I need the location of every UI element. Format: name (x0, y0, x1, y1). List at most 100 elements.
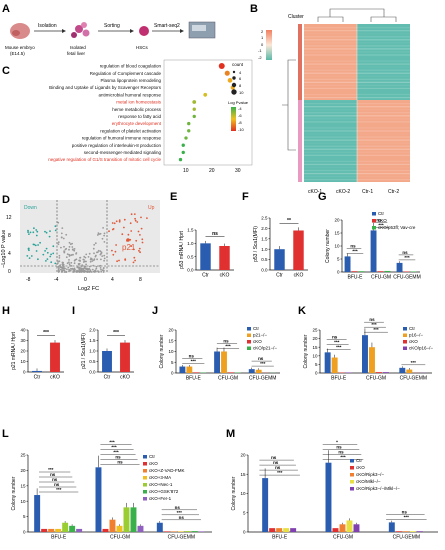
bar (384, 270, 391, 272)
sig-label: ** (287, 218, 291, 224)
volcano-point (73, 249, 76, 252)
scale-tick: -2 (258, 55, 262, 60)
volcano-point (101, 269, 104, 272)
volcano-point-up (116, 260, 118, 263)
panel-a: A Isolation Sorting Smart-seq2 Mouse emb… (2, 3, 216, 56)
volcano-point-down (54, 229, 57, 232)
volcano-up-label: Up (148, 205, 155, 211)
volcano-point (72, 269, 75, 271)
volcano-point-down (34, 244, 37, 247)
volcano-point (57, 271, 60, 273)
volcano-point (81, 264, 84, 267)
legend-swatch (403, 327, 407, 331)
y-tick-label: 0 (171, 371, 174, 376)
legend-label: cKO/p16−/− (409, 346, 433, 351)
go-term-label: regulation of blood coagulation (100, 64, 162, 69)
volcano-point (75, 252, 77, 255)
panel-a-letter: A (2, 3, 10, 15)
bar (186, 366, 193, 373)
sig-label: *** (411, 360, 417, 365)
bar (32, 370, 42, 372)
legend-label: cKO/Mlkl−/− (356, 479, 381, 484)
x-tick: 8 (139, 277, 142, 283)
volcano-point-down (35, 229, 38, 231)
volcano-point (78, 269, 80, 271)
y-tick-label: 10 (20, 499, 26, 504)
y-tick: 0 (8, 269, 11, 275)
sig-label: *** (111, 444, 117, 449)
volcano-point (100, 268, 102, 271)
volcano-point (102, 267, 105, 270)
bar (50, 342, 60, 372)
volcano-point-down (28, 257, 31, 259)
volcano-point (70, 261, 73, 264)
panel-letter: L (2, 428, 9, 440)
go-term-label: positive regulation of interleukin-8 pro… (72, 143, 162, 148)
legend-swatch (247, 346, 251, 350)
bar (396, 262, 403, 272)
volcano-point (88, 265, 91, 268)
bar (228, 372, 234, 373)
x-tick-label: CFU-GEMM (249, 376, 277, 382)
column-label: Ctr-2 (388, 189, 399, 195)
bar (293, 230, 304, 270)
volcano-point-up (130, 245, 133, 248)
legend-swatch (350, 459, 354, 463)
y-tick-label: 2.0 (89, 328, 96, 333)
bar (248, 369, 255, 373)
legend-label: p16−/− (409, 333, 423, 338)
volcano-point (84, 269, 86, 272)
volcano-point-up (112, 253, 115, 256)
sig-label: *** (336, 344, 342, 349)
volcano-point (75, 270, 78, 272)
volcano-point (98, 265, 101, 267)
x-tick-label: CFU-GM (371, 275, 391, 281)
panel-b: B Cluster 2 1 0 -1 -2 cKO-1 cKO-2 Ctr- (250, 3, 410, 195)
volcano-point (68, 261, 70, 264)
embryo-detail-icon (12, 30, 20, 36)
legend-swatch (143, 490, 147, 494)
x-tick-label: CFU-GM (333, 535, 353, 541)
y-tick-label: 0.5 (89, 359, 96, 364)
sig-label: *** (352, 248, 358, 253)
go-term-dot (192, 100, 197, 104)
y-tick: 12 (6, 215, 12, 221)
volcano-point-up (118, 219, 121, 222)
bar (214, 351, 221, 373)
bar (388, 522, 395, 533)
size-legend-dot (231, 82, 237, 88)
volcano-point (97, 270, 100, 273)
go-term-label: second-messenger-mediated signaling (84, 150, 162, 155)
size-legend-title: count (232, 62, 244, 67)
x-tick: 0 (84, 277, 87, 283)
volcano-point (57, 243, 60, 246)
volcano-point-up (123, 226, 125, 229)
go-term-dot (181, 143, 185, 147)
volcano-point-up (137, 230, 140, 233)
volcano-point (76, 266, 79, 269)
sig-label: ns (332, 334, 338, 339)
volcano-point (103, 234, 105, 237)
volcano-point-up (130, 230, 133, 232)
sig-label: *** (334, 339, 340, 344)
legend-swatch (403, 346, 407, 350)
y-tick-label: 0 (23, 370, 26, 375)
y-tick-label: 20 (168, 328, 174, 333)
volcano-point (71, 242, 73, 245)
go-term-label: erythrocyte development (112, 121, 162, 126)
y-tick-label: 15 (312, 345, 318, 350)
volcano-point (96, 258, 98, 261)
bar (184, 531, 191, 532)
volcano-point (73, 262, 76, 265)
volcano-point (103, 257, 106, 260)
volcano-point-up (133, 256, 136, 259)
sig-label: ns (376, 217, 382, 222)
x-tick: 30 (235, 168, 241, 174)
bar (120, 342, 130, 372)
x-tick-label: cKO (294, 273, 304, 279)
volcano-point (101, 255, 104, 257)
volcano-point-up (134, 259, 137, 262)
dotplot-frame (163, 59, 253, 166)
